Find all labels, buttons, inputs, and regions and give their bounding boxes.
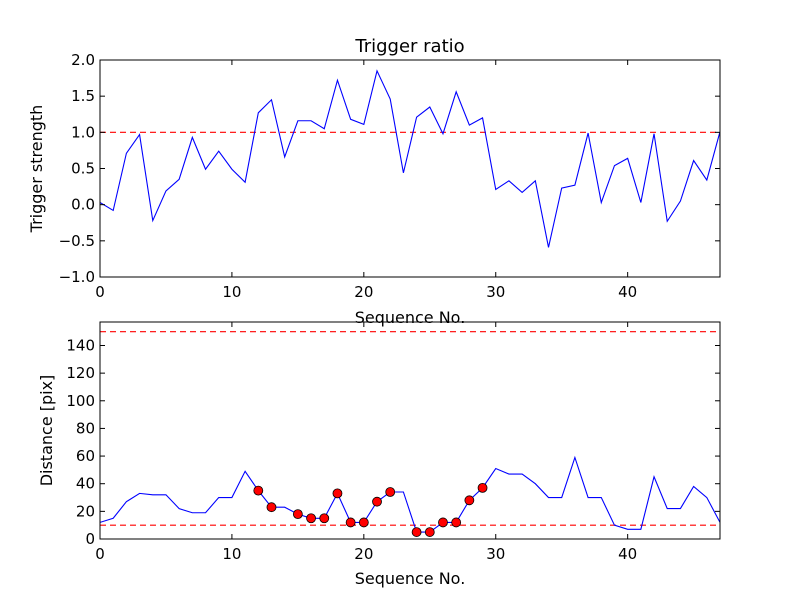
x-tick-label: 40 bbox=[618, 283, 637, 301]
y-tick-label: 80 bbox=[76, 419, 95, 437]
data-point-marker bbox=[358, 517, 369, 528]
chart-title: Trigger ratio bbox=[354, 36, 464, 57]
y-tick-label: 120 bbox=[66, 364, 95, 382]
x-tick-label: 20 bbox=[354, 545, 373, 563]
data-point-marker bbox=[464, 495, 475, 506]
distance-chart: 0 10 20 30 40 0 20 40 60 80 100 120 140 Sequence No.… bbox=[37, 321, 721, 588]
plot-frame bbox=[99, 59, 721, 278]
data-point-marker bbox=[306, 513, 316, 524]
x-tick-label: 10 bbox=[222, 545, 241, 563]
data-point-marker bbox=[266, 502, 277, 513]
data-point-marker bbox=[438, 517, 448, 528]
data-point-marker bbox=[385, 487, 396, 497]
y-tick-label: −1.0 bbox=[59, 268, 95, 286]
x-tick-label: 10 bbox=[222, 283, 241, 301]
x-tick-label: 0 bbox=[95, 283, 105, 301]
y-tick-label: 60 bbox=[76, 447, 95, 465]
y-tick-label: −0.5 bbox=[59, 232, 95, 250]
data-point-marker bbox=[424, 527, 435, 537]
x-tick-label: 40 bbox=[618, 545, 637, 563]
y-tick-label: 20 bbox=[76, 502, 95, 520]
series-line bbox=[100, 455, 720, 533]
y-axis-label: Trigger strength bbox=[27, 105, 46, 234]
data-point-marker bbox=[451, 517, 462, 528]
x-tick-label: 30 bbox=[486, 283, 505, 301]
y-tick-label: 40 bbox=[76, 475, 95, 493]
data-point-marker bbox=[372, 496, 382, 507]
y-tick-label: 140 bbox=[66, 336, 95, 354]
data-point-marker bbox=[253, 485, 264, 496]
x-axis-label: Sequence No. bbox=[355, 569, 466, 588]
y-tick-label: 0.0 bbox=[71, 196, 95, 214]
trigger-ratio-chart: Trigger ratio 0 10 20 30 40 −1.0 −0.5 0.0 0.5 1.0… bbox=[27, 36, 721, 327]
data-point-marker bbox=[319, 513, 330, 524]
x-axis-label: Sequence No. bbox=[355, 308, 466, 327]
data-point-marker bbox=[332, 488, 343, 499]
x-tick-label: 30 bbox=[486, 545, 505, 563]
y-axis-label: Distance [pix] bbox=[37, 375, 56, 487]
y-tick-label: 1.0 bbox=[71, 123, 95, 141]
x-tick-label: 20 bbox=[354, 283, 373, 301]
y-tick-label: 1.5 bbox=[71, 87, 95, 105]
data-point-marker bbox=[477, 482, 488, 493]
data-point-marker bbox=[292, 509, 303, 520]
y-tick-label: 0 bbox=[85, 530, 95, 548]
y-tick-label: 100 bbox=[66, 392, 95, 410]
data-point-marker bbox=[411, 527, 422, 537]
y-tick-label: 0.5 bbox=[71, 160, 95, 178]
plot-frame bbox=[99, 321, 721, 540]
y-tick-label: 2.0 bbox=[71, 51, 95, 69]
series-line bbox=[100, 69, 720, 248]
x-tick-label: 0 bbox=[95, 545, 105, 563]
data-point-marker bbox=[345, 517, 356, 528]
